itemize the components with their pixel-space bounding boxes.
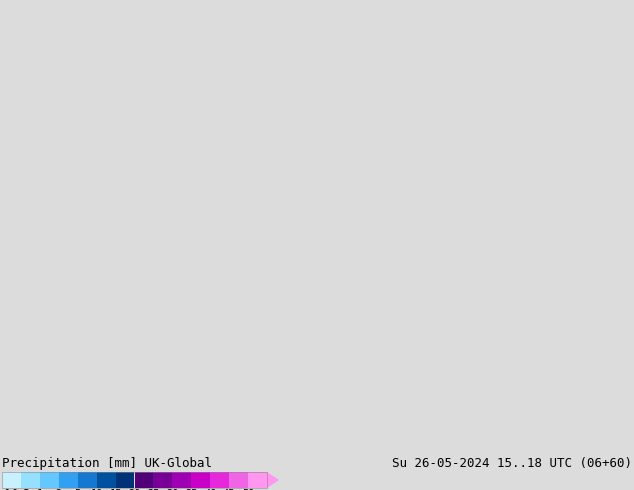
Text: 40: 40 bbox=[204, 489, 216, 490]
Text: 5: 5 bbox=[75, 489, 81, 490]
Bar bbox=[2, 472, 267, 488]
Text: 30: 30 bbox=[166, 489, 179, 490]
Bar bbox=[134, 472, 153, 488]
Bar bbox=[172, 472, 191, 488]
Bar bbox=[115, 472, 134, 488]
Text: Precipitation [mm] UK-Global: Precipitation [mm] UK-Global bbox=[2, 457, 212, 470]
Bar bbox=[191, 472, 210, 488]
Text: 0.5: 0.5 bbox=[11, 489, 30, 490]
Bar bbox=[96, 472, 115, 488]
Text: 15: 15 bbox=[109, 489, 122, 490]
Text: 0.1: 0.1 bbox=[0, 489, 11, 490]
Text: 25: 25 bbox=[147, 489, 160, 490]
Bar bbox=[210, 472, 229, 488]
Polygon shape bbox=[267, 472, 279, 488]
Text: 10: 10 bbox=[91, 489, 103, 490]
Bar bbox=[78, 472, 96, 488]
Text: 1: 1 bbox=[37, 489, 43, 490]
Text: 20: 20 bbox=[128, 489, 141, 490]
Text: 45: 45 bbox=[223, 489, 235, 490]
Text: 50: 50 bbox=[242, 489, 254, 490]
Text: Su 26-05-2024 15..18 UTC (06+60): Su 26-05-2024 15..18 UTC (06+60) bbox=[392, 457, 632, 470]
Bar bbox=[248, 472, 267, 488]
Text: 2: 2 bbox=[56, 489, 62, 490]
Bar bbox=[153, 472, 172, 488]
Bar bbox=[229, 472, 248, 488]
Bar bbox=[40, 472, 59, 488]
Text: 35: 35 bbox=[185, 489, 198, 490]
Bar bbox=[59, 472, 78, 488]
Bar bbox=[21, 472, 40, 488]
Bar bbox=[2, 472, 21, 488]
